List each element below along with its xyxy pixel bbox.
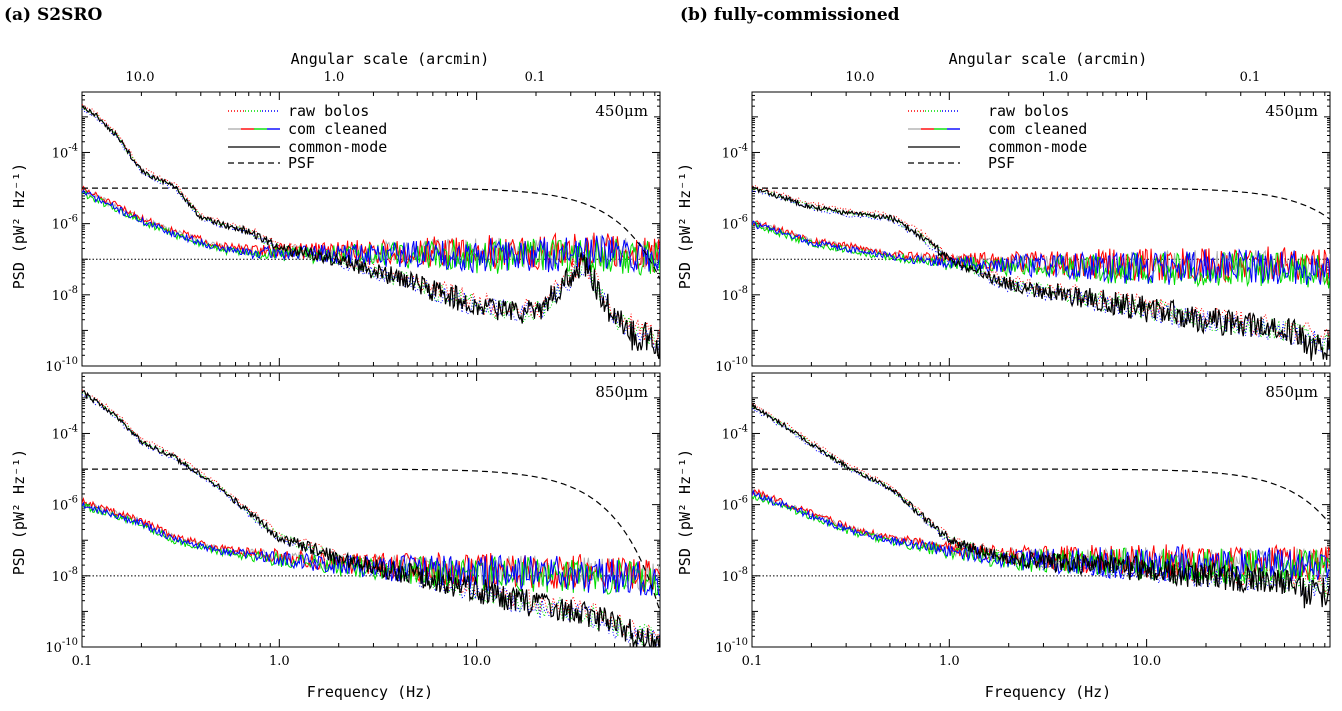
- ylabel-b-top: PSD (pW² Hz⁻¹): [676, 163, 694, 289]
- y-tick-label: 10-6: [722, 495, 748, 514]
- top-axis-label-b: Angular scale (arcmin): [949, 50, 1148, 68]
- com-cleaned-green-trace: [752, 493, 1330, 585]
- common-mode-trace: [82, 105, 660, 360]
- psf-curve: [82, 187, 660, 280]
- raw-bolos-red-trace: [82, 104, 660, 347]
- com-cleaned-gray-trace: [752, 221, 1330, 283]
- data-layer: [752, 402, 1330, 609]
- y-tick-label: 10-4: [722, 142, 748, 161]
- com-cleaned-green-trace: [82, 501, 660, 596]
- common-mode-trace: [752, 402, 1330, 609]
- legend-b-psf: PSF: [988, 154, 1015, 172]
- raw-bolos-green-trace: [752, 188, 1330, 351]
- y-tick-label: 10-6: [722, 214, 748, 233]
- legend-b: raw bolos com cleaned common-mode PSF: [988, 102, 1087, 172]
- x-tick-label: 10.0: [1132, 654, 1161, 669]
- legend-a: raw bolos com cleaned common-mode PSF: [288, 102, 387, 172]
- legend-a-raw: raw bolos: [288, 102, 369, 120]
- y-tick-label: 10-4: [52, 142, 78, 161]
- y-tick-label: 10-8: [722, 285, 748, 304]
- y-tick-label: 10-4: [52, 423, 78, 442]
- y-tick-label: 10-8: [52, 566, 78, 585]
- x-tick-label: 10.0: [462, 654, 491, 669]
- x-tick-label: 1.0: [939, 654, 960, 669]
- ylabel-a-top: PSD (pW² Hz⁻¹): [10, 163, 28, 289]
- ylabel-a-bottom: PSD (pW² Hz⁻¹): [10, 449, 28, 575]
- y-tick-label: 10-10: [45, 356, 78, 375]
- top-tick-a-2: 1.0: [324, 70, 345, 85]
- data-layer: [82, 389, 660, 647]
- band-label-b-450: 450μm: [1265, 102, 1318, 120]
- top-axis-label-a: Angular scale (arcmin): [291, 50, 490, 68]
- raw-bolos-green-trace: [82, 106, 660, 348]
- y-tick-label: 10-4: [722, 423, 748, 442]
- data-layer: [82, 104, 660, 360]
- common-mode-trace: [752, 185, 1330, 361]
- com-cleaned-blue-trace: [752, 489, 1330, 583]
- band-label-a-450: 450μm: [595, 102, 648, 120]
- com-cleaned-blue-trace: [82, 189, 660, 273]
- band-label-b-850: 850μm: [1265, 383, 1318, 401]
- panel-b-title: (b) fully-commissioned: [680, 5, 900, 25]
- top-tick-a-1: 10.0: [126, 70, 155, 85]
- raw-bolos-green-trace: [82, 392, 660, 645]
- legend-b-common-mode: common-mode: [988, 138, 1087, 156]
- legend-swatches-a: [228, 110, 280, 164]
- top-tick-b-3: 0.1: [1240, 70, 1261, 85]
- com-cleaned-blue-trace: [752, 220, 1330, 285]
- legend-a-common-mode: common-mode: [288, 138, 387, 156]
- y-tick-label: 10-8: [52, 285, 78, 304]
- top-tick-b-1: 10.0: [846, 70, 875, 85]
- data-layer: [752, 185, 1330, 361]
- com-cleaned-green-trace: [82, 189, 660, 276]
- plot-frame: [751, 372, 1331, 648]
- plot-frame: [81, 372, 661, 648]
- legend-swatches-b: [908, 110, 960, 164]
- legend-a-psf: PSF: [288, 154, 315, 172]
- panel-a-title: (a) S2SRO: [4, 5, 103, 25]
- com-cleaned-gray-trace: [82, 502, 660, 592]
- psf-curve: [82, 468, 660, 612]
- x-tick-label: 0.1: [742, 654, 763, 669]
- top-tick-b-2: 1.0: [1048, 70, 1069, 85]
- psf-curve: [752, 187, 1330, 220]
- raw-bolos-blue-trace: [82, 394, 660, 647]
- psf-curve: [752, 468, 1330, 525]
- com-cleaned-blue-trace: [82, 501, 660, 597]
- y-tick-label: 10-6: [52, 214, 78, 233]
- band-label-a-850: 850μm: [595, 383, 648, 401]
- common-mode-trace: [82, 389, 660, 647]
- y-tick-label: 10-6: [52, 495, 78, 514]
- raw-bolos-red-trace: [82, 389, 660, 647]
- y-tick-label: 10-8: [722, 566, 748, 585]
- x-tick-label: 0.1: [72, 654, 93, 669]
- y-tick-label: 10-10: [715, 356, 748, 375]
- plot-a-450: 10-10 10-8 10-6 10-4 450μm: [45, 91, 661, 375]
- top-tick-a-3: 0.1: [525, 70, 546, 85]
- x-tick-label: 1.0: [269, 654, 290, 669]
- com-cleaned-red-trace: [752, 220, 1330, 284]
- com-cleaned-red-trace: [82, 496, 660, 592]
- ylabel-b-bottom: PSD (pW² Hz⁻¹): [676, 449, 694, 575]
- legend-b-com-cleaned: com cleaned: [988, 120, 1087, 138]
- legend-a-com-cleaned: com cleaned: [288, 120, 387, 138]
- xlabel-b: Frequency (Hz): [985, 683, 1111, 701]
- legend-b-raw: raw bolos: [988, 102, 1069, 120]
- xlabel-a: Frequency (Hz): [307, 683, 433, 701]
